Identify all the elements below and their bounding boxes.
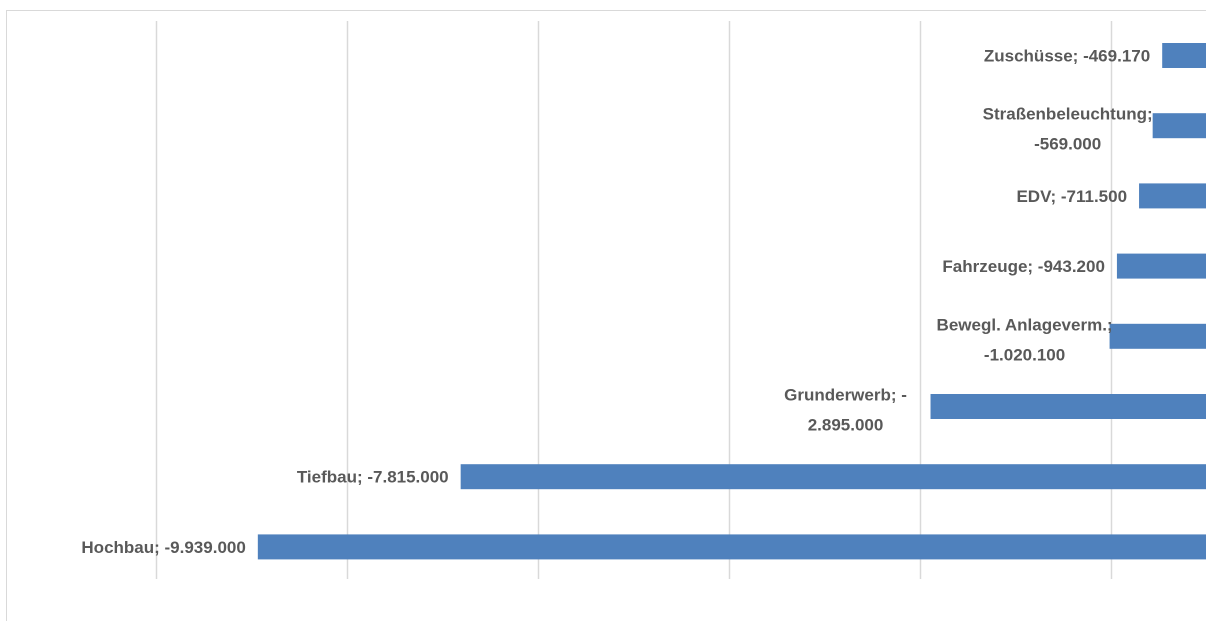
- chart-area: Zuschüsse; -469.170 Straßenbeleuchtung; -5…: [6, 10, 1206, 621]
- bar-edv: [1139, 183, 1206, 209]
- data-labels: Zuschüsse; -469.170 Straßenbeleuchtung; -5…: [81, 47, 1152, 557]
- data-label: Zuschüsse; -469.170: [984, 47, 1150, 66]
- gridlines: [155, 21, 1113, 579]
- data-label: Straßenbeleuchtung; -569.000: [983, 105, 1153, 154]
- bar-grunderwerb: [930, 394, 1206, 419]
- bar-straßenbeleuchtung: [1152, 113, 1206, 139]
- data-label: Hochbau; -9.939.000: [81, 538, 245, 557]
- bar-zuschüsse: [1162, 43, 1206, 68]
- bar-fahrzeuge: [1116, 253, 1206, 279]
- bars: [257, 43, 1206, 560]
- bar-chart: Zuschüsse; -469.170 Straßenbeleuchtung; -5…: [81, 21, 1206, 579]
- bar-bewegl-anlageverm-: [1109, 323, 1206, 349]
- data-label: Tiefbau; -7.815.000: [297, 468, 449, 487]
- bar-tiefbau: [460, 464, 1206, 490]
- data-label: Grunderwerb; -2.895.000: [784, 386, 907, 435]
- data-label: EDV; -711.500: [1016, 187, 1127, 206]
- data-label: Fahrzeuge; -943.200: [942, 257, 1105, 276]
- data-label: Bewegl. Anlageverm.; -1.020.100: [937, 315, 1113, 364]
- bar-hochbau: [257, 534, 1206, 560]
